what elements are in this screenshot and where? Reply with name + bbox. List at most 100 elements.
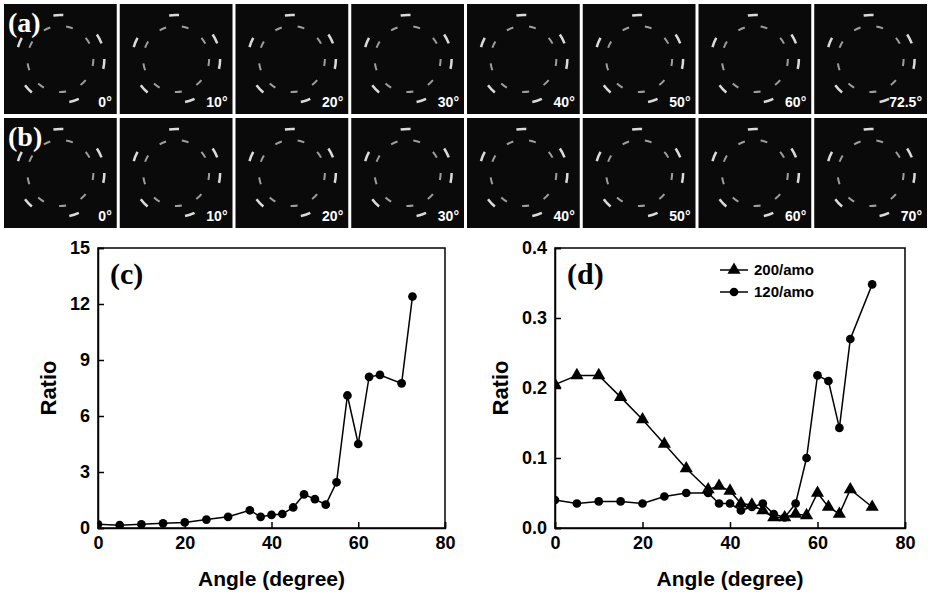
frame-background	[4, 4, 117, 114]
y-axis-tick-label: 3	[80, 462, 90, 482]
x-axis-title: Angle (degree)	[198, 567, 345, 590]
diffraction-ring	[722, 140, 788, 206]
data-line	[555, 375, 872, 517]
y-axis-tick-label: 12	[70, 294, 90, 314]
data-point	[180, 518, 189, 527]
frame-label: 50°	[669, 208, 690, 224]
x-axis-tick-label: 80	[895, 533, 915, 553]
diffraction-ring	[248, 15, 336, 103]
data-point	[376, 371, 385, 380]
data-point	[256, 512, 265, 521]
y-axis-tick-label: 0.1	[522, 448, 547, 468]
data-point	[592, 368, 605, 379]
data-point	[245, 506, 254, 515]
data-point	[712, 478, 725, 489]
frame-background	[236, 118, 349, 228]
legend-label: 200/amo	[754, 261, 814, 278]
data-point	[748, 503, 757, 512]
y-axis-title: Ratio	[36, 361, 61, 416]
data-point	[573, 499, 582, 508]
image-strip: 0°10°20°30°40°50°60°70°(b)	[4, 118, 927, 228]
frame-label: 60°	[785, 94, 806, 110]
diffraction-frame: 50°	[583, 118, 696, 228]
legend-marker	[730, 288, 739, 297]
x-axis-tick-mark	[642, 522, 644, 528]
diffraction-frame: 60°	[699, 4, 812, 114]
data-point	[354, 440, 363, 449]
y-axis-tick-label: 0.0	[522, 518, 547, 538]
frame-label: 40°	[554, 208, 575, 224]
data-point	[267, 511, 276, 520]
y-axis-tick-mark	[98, 416, 104, 418]
diffraction-frame: 40°	[467, 118, 580, 228]
data-point	[824, 377, 833, 386]
x-axis: 020406080	[550, 522, 915, 553]
data-point	[813, 371, 822, 380]
data-point	[159, 519, 168, 528]
data-point	[734, 496, 747, 507]
data-point	[726, 499, 735, 508]
y-axis-tick: 6	[80, 406, 104, 426]
y-axis-tick-label: 0.2	[522, 378, 547, 398]
x-axis-tick-label: 80	[435, 533, 455, 553]
data-point	[224, 512, 233, 521]
y-axis-tick-mark	[555, 458, 561, 460]
y-axis-tick-mark	[98, 472, 104, 474]
y-axis-tick: 12	[70, 294, 104, 314]
frame-background	[120, 118, 233, 228]
data-point	[614, 390, 627, 401]
frame-background	[467, 4, 580, 114]
x-axis-tick: 60	[349, 522, 369, 553]
x-axis-tick-label: 40	[720, 533, 740, 553]
panel-label: (b)	[8, 121, 42, 152]
data-point	[137, 520, 146, 528]
data-point	[723, 483, 736, 494]
diffraction-ring	[827, 129, 915, 217]
diffraction-frame: 50°	[583, 4, 696, 114]
image-strip: 0°10°20°30°40°50°60°72.5°(a)	[4, 4, 927, 114]
data-point	[321, 500, 330, 509]
legend-label: 120/amo	[754, 283, 814, 300]
diffraction-ring	[827, 15, 915, 103]
frame-background	[351, 4, 464, 114]
diffraction-ring	[479, 129, 567, 217]
frame-label: 0°	[98, 94, 111, 110]
data-point	[408, 292, 417, 301]
data-point	[278, 510, 287, 519]
data-point	[868, 280, 877, 289]
plot-area	[98, 292, 417, 528]
data-point	[802, 454, 811, 463]
frame-background	[120, 4, 233, 114]
frame-label: 72.5°	[889, 94, 922, 110]
frame-label: 20°	[322, 208, 343, 224]
diffraction-ring	[722, 26, 788, 92]
y-axis-tick-label: 6	[80, 406, 90, 426]
diffraction-frame: 0°	[4, 118, 117, 228]
data-point	[811, 485, 824, 496]
data-point	[638, 499, 647, 508]
y-axis-tick-label: 0.3	[522, 308, 547, 328]
x-axis-tick-mark	[271, 522, 273, 528]
data-point	[844, 482, 857, 493]
diffraction-frame: 20°	[236, 4, 349, 114]
y-axis-title: Ratio	[488, 361, 513, 416]
diffraction-ring	[711, 15, 799, 103]
data-point	[682, 489, 691, 498]
plot-frame	[98, 248, 445, 528]
diffraction-ring	[595, 129, 683, 217]
diffraction-ring	[259, 26, 325, 92]
frame-background	[351, 118, 464, 228]
figure: 0°10°20°30°40°50°60°72.5°(a)0°10°20°30°4…	[0, 0, 931, 600]
diffraction-frame: 20°	[236, 118, 349, 228]
data-point	[289, 503, 298, 512]
frame-label: 60°	[785, 208, 806, 224]
data-point	[715, 499, 724, 508]
diffraction-ring	[248, 129, 336, 217]
frame-label: 0°	[98, 208, 111, 224]
y-axis-line	[556, 249, 562, 529]
legend-marker	[727, 262, 740, 273]
x-axis-tick: 20	[633, 522, 653, 553]
data-point	[769, 510, 778, 519]
diffraction-ring	[838, 140, 904, 206]
diffraction-ring	[711, 129, 799, 217]
